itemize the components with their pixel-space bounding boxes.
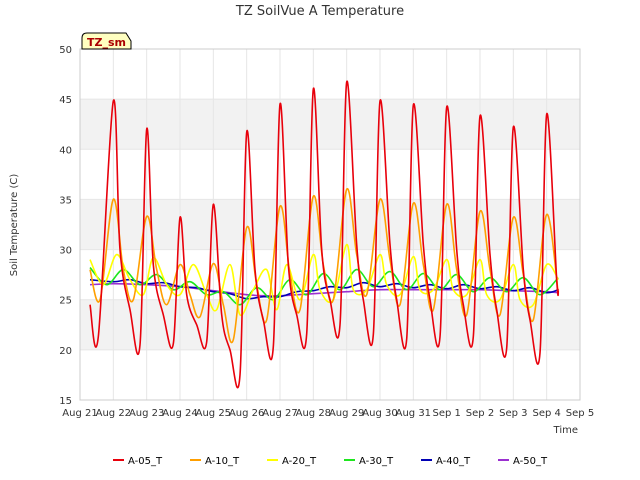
y-tick-label: 35 bbox=[59, 195, 72, 206]
legend-label-a-10-t: A-10_T bbox=[205, 456, 240, 467]
grid-band bbox=[80, 199, 580, 250]
legend-label-a-50-t: A-50_T bbox=[513, 456, 548, 467]
x-tick-label: Aug 23 bbox=[129, 408, 164, 419]
grid-band bbox=[80, 299, 580, 350]
x-tick-label: Sep 1 bbox=[432, 408, 460, 419]
legend-label-a-05-t: A-05_T bbox=[128, 456, 163, 467]
grid-band bbox=[80, 349, 580, 400]
y-tick-label: 30 bbox=[59, 246, 72, 257]
y-tick-label: 50 bbox=[59, 45, 72, 56]
y-tick-label: 45 bbox=[59, 95, 72, 106]
x-tick-label: Aug 30 bbox=[362, 408, 397, 419]
y-tick-label: 25 bbox=[59, 296, 72, 307]
y-tick-label: 15 bbox=[59, 396, 72, 407]
legend-label-a-40-t: A-40_T bbox=[436, 456, 471, 467]
x-tick-label: Sep 2 bbox=[466, 408, 494, 419]
station-badge-box bbox=[81, 32, 132, 50]
grid-band bbox=[80, 249, 580, 300]
grid-band bbox=[80, 49, 580, 100]
x-tick-label: Sep 4 bbox=[532, 408, 560, 419]
x-tick-label: Aug 27 bbox=[262, 408, 297, 419]
station-badge-label: TZ_sm bbox=[87, 36, 126, 49]
y-axis-label: Soil Temperature (C) bbox=[9, 174, 20, 277]
station-badge: TZ_sm bbox=[81, 32, 132, 50]
x-tick-label: Aug 21 bbox=[62, 408, 97, 419]
y-axis-ticks: 15 20 25 30 35 40 45 50 bbox=[59, 45, 72, 407]
x-tick-label: Sep 3 bbox=[499, 408, 527, 419]
x-tick-label: Aug 26 bbox=[229, 408, 264, 419]
x-tick-label: Aug 22 bbox=[96, 408, 131, 419]
legend-label-a-30-t: A-30_T bbox=[359, 456, 394, 467]
legend: A-05_T A-10_T A-20_T A-30_T A-40_T A-50_T bbox=[113, 456, 548, 467]
x-tick-label: Sep 5 bbox=[566, 408, 594, 419]
x-tick-label: Aug 28 bbox=[296, 408, 331, 419]
plot-background bbox=[79, 48, 581, 401]
plot-frame bbox=[79, 48, 581, 401]
legend-label-a-20-t: A-20_T bbox=[282, 456, 317, 467]
x-tick-label: Aug 24 bbox=[162, 408, 197, 419]
series-line-a-05-t bbox=[89, 80, 560, 389]
chart-title: TZ SoilVue A Temperature bbox=[235, 4, 404, 19]
y-tick-label: 40 bbox=[59, 145, 72, 156]
y-tick-label: 20 bbox=[59, 346, 72, 357]
x-tick-label: Aug 29 bbox=[329, 408, 364, 419]
grid-band bbox=[80, 99, 580, 150]
x-tick-label: Aug 25 bbox=[196, 408, 231, 419]
series-line-a-50-t bbox=[89, 282, 559, 297]
series-layer bbox=[89, 80, 560, 389]
x-tick-label: Aug 31 bbox=[396, 408, 431, 419]
grid-band bbox=[80, 149, 580, 200]
x-axis-label: Time bbox=[553, 425, 578, 436]
